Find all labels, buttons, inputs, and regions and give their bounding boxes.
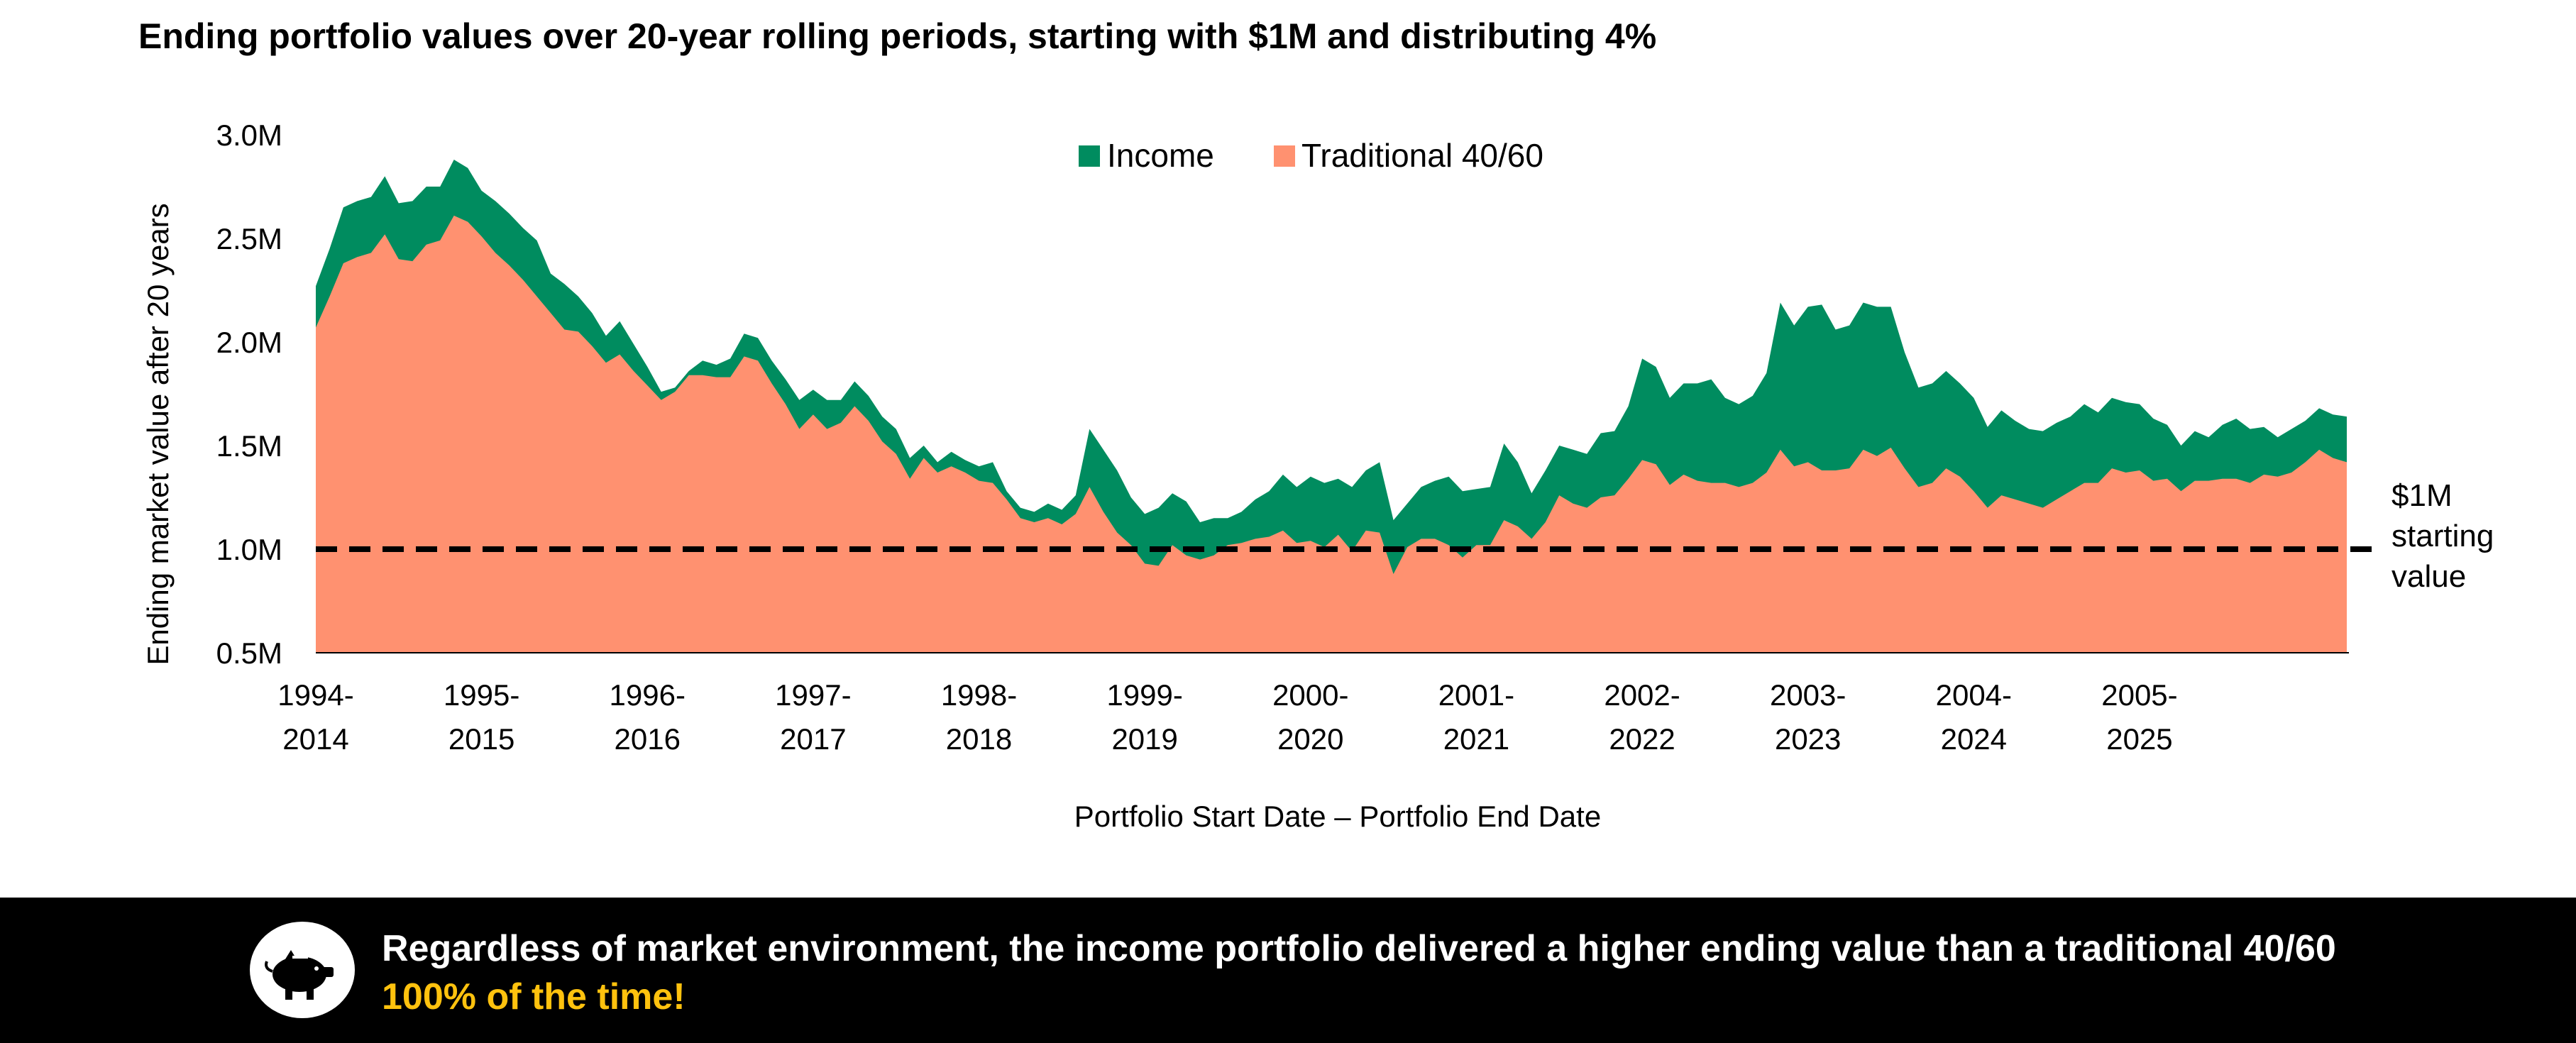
x-tick-label: 2024	[1941, 722, 2007, 756]
y-axis: 0.5M 1.0M 1.5M 2.0M 2.5M 3.0M	[216, 118, 282, 670]
y-tick-label: 1.0M	[216, 533, 282, 566]
reference-line-group: $1M starting value	[316, 478, 2494, 594]
y-tick-label: 1.5M	[216, 429, 282, 463]
reference-line-label: starting	[2391, 519, 2494, 553]
x-tick-label: 2001-	[1438, 678, 1514, 712]
x-axis-label: Portfolio Start Date – Portfolio End Dat…	[1074, 800, 1601, 833]
x-tick-label: 2023	[1775, 722, 1841, 756]
reference-line-label: value	[2391, 559, 2466, 594]
x-tick-label: 2017	[780, 722, 846, 756]
banner: Regardless of market environment, the in…	[0, 898, 2576, 1043]
legend: Income Traditional 40/60	[1079, 137, 1543, 174]
area-series-traditional-40-60	[316, 215, 2347, 653]
x-tick-label: 2020	[1277, 722, 1343, 756]
banner-text-highlight: 100% of the time!	[382, 976, 686, 1017]
x-tick-label: 2018	[946, 722, 1012, 756]
x-tick-label: 2022	[1609, 722, 1675, 756]
y-axis-label: Ending market value after 20 years	[141, 203, 175, 665]
y-tick-label: 2.5M	[216, 222, 282, 255]
y-tick-label: 3.0M	[216, 118, 282, 152]
legend-swatch	[1079, 145, 1100, 167]
x-tick-label: 1994-	[277, 678, 353, 712]
piggy-bank-icon	[250, 922, 355, 1018]
banner-message: Regardless of market environment, the in…	[382, 925, 2440, 1021]
x-tick-label: 1996-	[610, 678, 686, 712]
x-tick-label: 1995-	[444, 678, 519, 712]
x-tick-label: 2005-	[2101, 678, 2177, 712]
x-tick-label: 2003-	[1770, 678, 1846, 712]
x-tick-label: 2021	[1443, 722, 1509, 756]
x-tick-label: 2000-	[1272, 678, 1348, 712]
y-tick-label: 2.0M	[216, 326, 282, 359]
banner-text-main: Regardless of market environment, the in…	[382, 928, 2336, 969]
x-tick-label: 1999-	[1106, 678, 1182, 712]
chart-title: Ending portfolio values over 20-year rol…	[138, 16, 1657, 56]
x-tick-label: 2014	[282, 722, 348, 756]
x-tick-label: 2015	[448, 722, 514, 756]
legend-label: Traditional 40/60	[1301, 137, 1543, 174]
reference-line-label: $1M	[2391, 478, 2453, 513]
x-tick-label: 2004-	[1936, 678, 2012, 712]
x-tick-label: 2016	[615, 722, 681, 756]
y-tick-label: 0.5M	[216, 636, 282, 670]
legend-label: Income	[1107, 137, 1214, 174]
plot-areas	[316, 160, 2349, 653]
x-tick-label: 2019	[1111, 722, 1177, 756]
legend-swatch	[1274, 145, 1295, 167]
x-tick-label: 2002-	[1604, 678, 1680, 712]
x-tick-label: 2025	[2106, 722, 2172, 756]
x-tick-label: 1998-	[941, 678, 1017, 712]
chart: $1M starting value 0.5M 1.0M 1.5M 2.0M 2.5M 3.0…	[141, 118, 2494, 833]
x-tick-label: 1997-	[775, 678, 851, 712]
x-axis: 1994- 2014 1995- 2015 1996- 2016 1997- 2017 1998…	[277, 678, 2177, 756]
